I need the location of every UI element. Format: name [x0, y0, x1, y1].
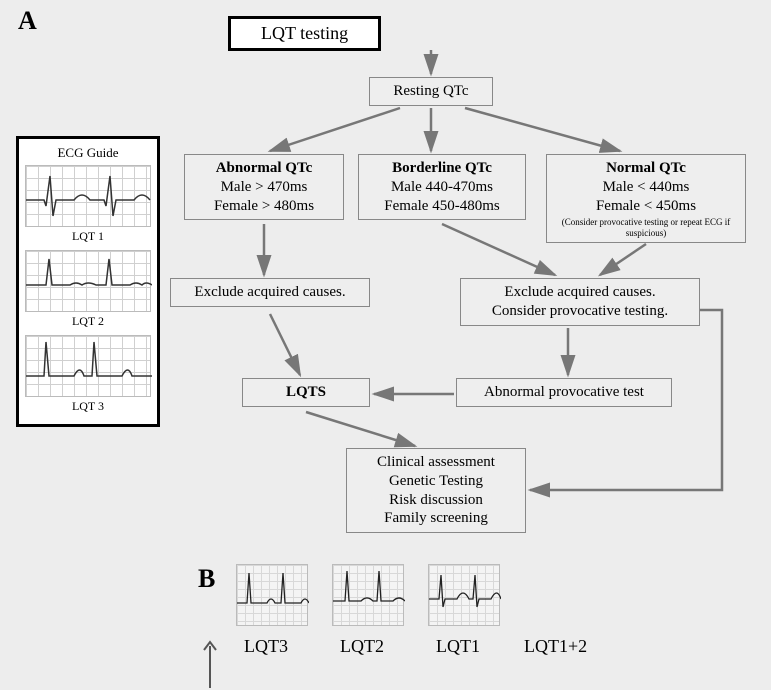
thumb-lqt3 — [236, 564, 308, 626]
flowchart-arrows — [0, 0, 771, 560]
thumb-trace-lqt2 — [333, 565, 405, 627]
thumb-label-lqt1: LQT1 — [436, 636, 480, 657]
panel-b-up-arrow — [200, 640, 220, 690]
thumb-label-lqt2: LQT2 — [340, 636, 384, 657]
thumb-label-lqt12: LQT1+2 — [524, 636, 587, 657]
thumb-lqt1 — [428, 564, 500, 626]
thumb-label-lqt3: LQT3 — [244, 636, 288, 657]
panel-b-label: B — [198, 564, 215, 594]
thumb-lqt2 — [332, 564, 404, 626]
thumb-trace-lqt3 — [237, 565, 309, 627]
thumb-trace-lqt1 — [429, 565, 501, 627]
